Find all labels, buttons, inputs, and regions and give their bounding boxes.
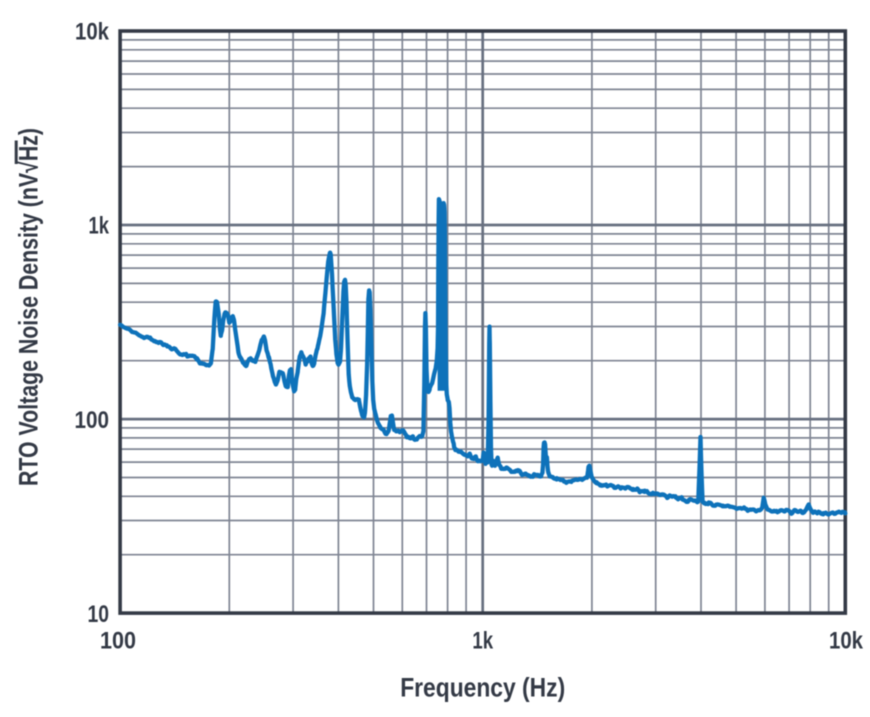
svg-text:10k: 10k bbox=[75, 19, 110, 46]
svg-text:Frequency (Hz): Frequency (Hz) bbox=[400, 672, 565, 702]
svg-text:100: 100 bbox=[100, 627, 136, 654]
svg-text:1k: 1k bbox=[472, 627, 493, 654]
svg-text:10: 10 bbox=[88, 601, 110, 628]
svg-text:RTO Voltage Noise Density (nV√: RTO Voltage Noise Density (nV√Hz) bbox=[14, 128, 44, 486]
svg-text:1k: 1k bbox=[89, 213, 110, 240]
svg-text:10k: 10k bbox=[829, 627, 864, 654]
svg-text:100: 100 bbox=[75, 407, 110, 434]
